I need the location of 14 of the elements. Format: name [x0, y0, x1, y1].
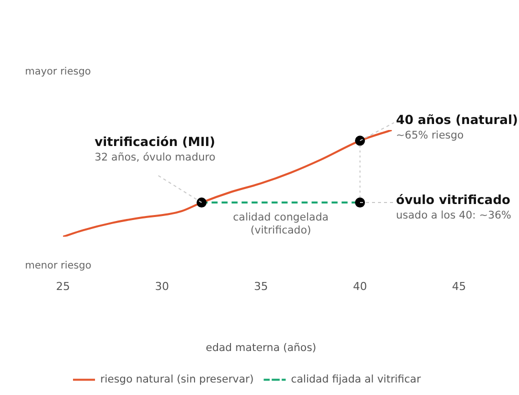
- x-tick-label: 45: [452, 280, 466, 294]
- annotation: 40 años (natural) ~65% riesgo: [396, 112, 518, 142]
- annotation: óvulo vitrificado usado a los 40: ~36%: [396, 192, 512, 222]
- x-axis-title: edad materna (años): [206, 342, 316, 354]
- x-tick-label: 35: [254, 280, 268, 294]
- text: mayor riesgo: [25, 66, 91, 78]
- text: menor riesgo: [25, 260, 92, 272]
- x-tick-label: 25: [56, 280, 70, 294]
- legend-label: calidad fijada al vitrificar: [290, 373, 422, 386]
- legend-label: riesgo natural (sin preservar): [100, 373, 254, 386]
- annotation: vitrificación (MII) 32 años, óvulo maduro: [94, 134, 216, 164]
- x-tick-label: 30: [155, 280, 169, 294]
- x-tick-label: 40: [353, 280, 367, 294]
- annotation: calidad congelada (vitrificado): [233, 212, 329, 237]
